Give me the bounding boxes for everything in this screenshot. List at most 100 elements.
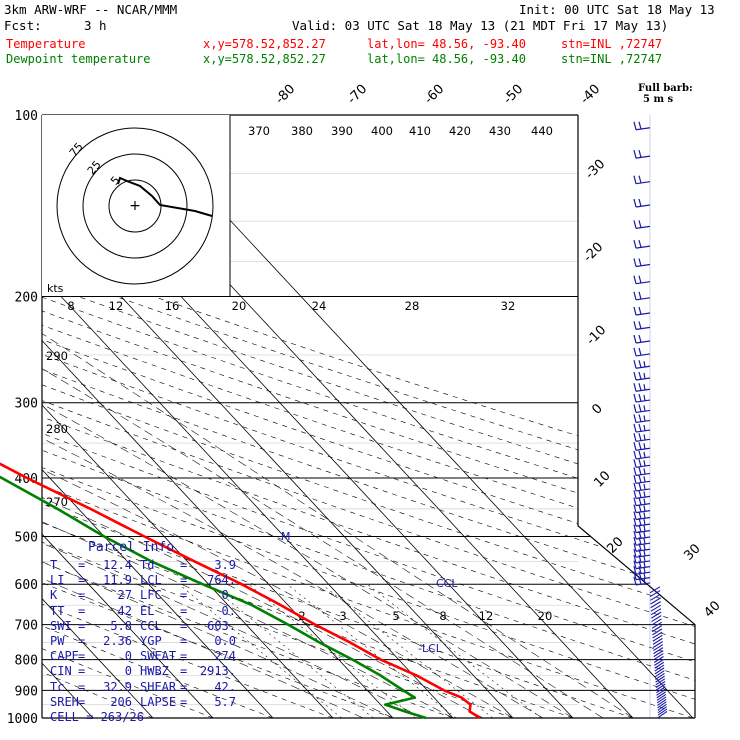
barb-flag [638,423,642,432]
barb-flag [638,258,642,266]
right-axis [577,115,696,718]
barb-flag [633,393,637,403]
dewpoint-legend: Dewpoint temperature [6,52,151,66]
barb-flag [638,291,642,300]
temperature-latlon: lat,lon= 48.56, -93.40 [367,37,526,51]
barb-flag [638,175,642,184]
barb-flag [633,537,637,546]
wind-barb-low [656,693,667,701]
wind-barb [633,275,651,285]
isotherm-label: 40 [701,598,723,620]
barb-flag [633,560,637,569]
barb-staff [635,488,651,492]
parcel-param-label: LCL [140,573,162,588]
wind-barb-low [651,611,662,619]
barb-staff [635,560,651,564]
barb-staff [635,582,651,586]
barb-flag [638,511,642,519]
barb-staff [635,438,651,442]
dry-adiabat [42,115,695,718]
parcel-param-label: T [50,558,58,572]
parcel-param-value: 11.9 [103,573,132,588]
wind-barb [633,566,651,575]
isotherm-label: -80 [273,82,299,108]
isotherm-line [42,115,394,718]
wind-barb-low [652,628,663,636]
wind-barb [633,442,651,451]
dry-adiabat [42,115,695,718]
barb-flag [643,505,646,512]
parcel-equals: = [180,694,188,709]
mixing-ratio-line [248,583,416,718]
barb-flag [633,482,637,492]
barb-staff [635,419,651,424]
barb-staff [635,554,651,558]
dry-adiabat [42,115,695,718]
barb-flag [633,554,637,564]
barb-staff [635,340,651,344]
pressure-tick-label: 500 [15,530,38,545]
wind-barb [633,554,651,564]
dry-adiabat [42,115,154,718]
wind-barb [633,549,651,558]
barb-staff [635,472,651,477]
barb-staff [635,297,651,301]
parcel-param-value: 0. [221,603,236,618]
dry-adiabat [42,115,694,718]
barb-flag [638,383,642,391]
barb-staff [635,399,651,403]
barb-staff [635,510,651,514]
dry-adiabat-label: 390 [331,124,353,138]
wind-barb [633,258,651,268]
isotherm-label: -30 [583,157,609,183]
barb-flag [633,258,637,267]
barb-staff [635,464,651,468]
barb-flag [633,518,637,527]
barb-flag [633,543,637,552]
temperature-profile [0,462,481,720]
barb-flag [638,566,642,574]
wind-barb-low [657,706,667,714]
parcel-param-label: Td [140,558,155,572]
wind-barb-low [650,597,661,605]
dry-adiabat [42,115,695,718]
parcel-param-value: 603. [207,618,236,633]
wind-barb-low [653,653,664,661]
barb-staff [635,530,651,534]
wind-barb-low [654,661,665,669]
barb-flag [643,572,646,579]
barb-flag [633,404,637,413]
dry-adiabat [42,115,695,718]
parcel-equals: = [180,588,188,603]
parcel-param-label: EL [140,603,155,618]
dewpoint-station: stn=INL ,72747 [561,52,663,66]
dry-adiabat-label: 430 [489,124,511,138]
barb-flag [643,476,646,483]
wind-barb [633,291,651,301]
barb-flag [638,121,642,130]
valid-time: Valid: 03 UTC Sat 18 May 13 (21 MDT Fri … [292,18,669,33]
temperature-legend: Temperature [6,37,86,51]
parcel-param-label: SREH [50,694,79,709]
parcel-equals: = [78,618,86,633]
mixing-ratio-label: 20 [538,609,553,623]
wind-barb-low [650,604,662,612]
isotherm-label: -50 [501,82,527,108]
parcel-param-label: Tc [50,679,65,694]
wind-barb [633,530,651,540]
dry-adiabat-label: 410 [409,124,431,138]
parcel-param-label: LFC [140,588,162,603]
barb-flag [638,490,642,498]
pressure-tick-label: 1000 [7,712,38,727]
barb-flag [638,576,642,585]
parcel-param-label: TT [50,603,65,618]
barb-flag [633,423,637,433]
model-title: 3km ARW-WRF -- NCAR/MMM [4,2,178,17]
wind-barb [633,537,651,546]
parcel-param-value: 274 [214,649,236,664]
hodograph-units-label: kts [47,282,64,295]
parcel-equals: = [78,694,86,709]
wind-barb-low [653,647,664,655]
barb-note-line1: Full barb: [638,83,693,94]
parcel-param-label: YGP [140,634,162,648]
